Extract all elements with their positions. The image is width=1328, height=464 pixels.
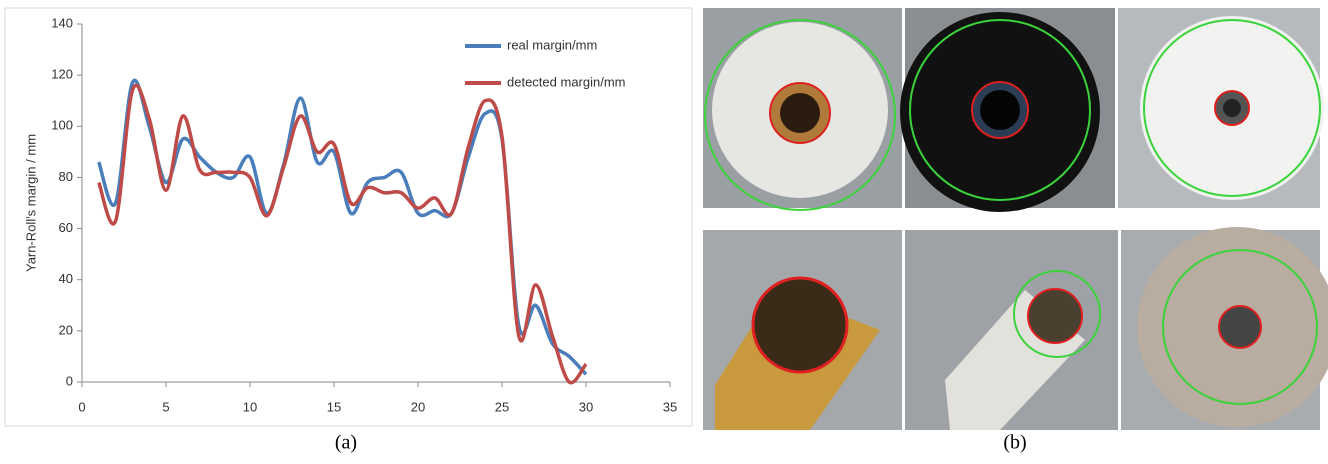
- y-tick-label: 20: [59, 322, 73, 337]
- x-tick-label: 10: [243, 399, 257, 414]
- y-tick-label: 100: [51, 118, 73, 133]
- core: [780, 93, 820, 133]
- photo-grid: [703, 8, 1328, 430]
- y-tick-label: 80: [59, 169, 73, 184]
- x-tick-label: 25: [495, 399, 509, 414]
- x-tick-label: 5: [162, 399, 169, 414]
- x-tick-label: 35: [663, 399, 677, 414]
- page: {"chart_data": {"type": "line", "ylabel"…: [0, 0, 1328, 459]
- y-tick-label: 60: [59, 220, 73, 235]
- panel-label: (a): [335, 432, 357, 454]
- inner-detection: [1028, 289, 1082, 343]
- y-tick-label: 0: [66, 373, 73, 388]
- x-tick-label: 20: [411, 399, 425, 414]
- panel-label: (b): [1003, 432, 1026, 454]
- legend-label: detected margin/mm: [507, 74, 626, 89]
- x-tick-label: 0: [78, 399, 85, 414]
- y-tick-label: 120: [51, 67, 73, 82]
- core: [980, 90, 1020, 130]
- inner-detection: [753, 278, 847, 372]
- legend-label: real margin/mm: [507, 37, 597, 52]
- y-tick-label: 140: [51, 15, 73, 30]
- core: [1223, 99, 1241, 117]
- y-axis-label: Yarn-Roll's margin / mm: [23, 134, 38, 272]
- inner-detection: [1219, 306, 1261, 348]
- figure: 0 20 40 60 80 100 120 140 0 5 10 15 20 25 30 35 Yarn-Rol…: [0, 0, 1328, 459]
- y-tick-label: 40: [59, 271, 73, 286]
- x-tick-label: 30: [579, 399, 593, 414]
- x-tick-label: 15: [327, 399, 341, 414]
